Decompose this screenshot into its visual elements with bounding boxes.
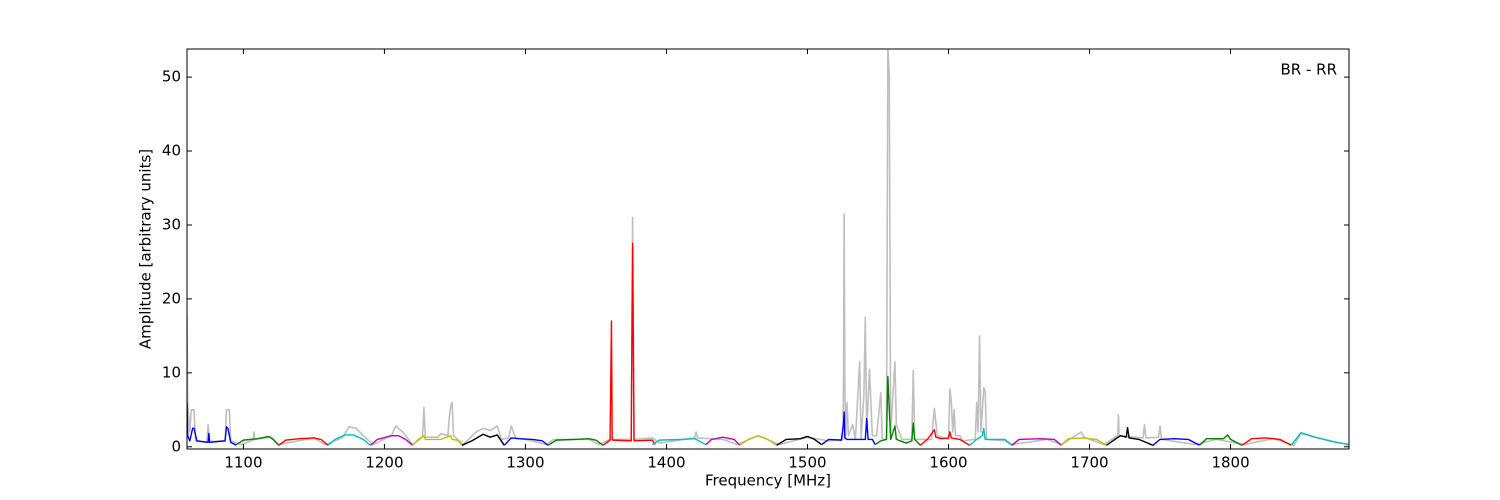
x-tick-label: 1100 — [224, 454, 262, 472]
spectrum-line — [187, 402, 237, 446]
y-tick-label: 0 — [171, 437, 181, 455]
y-tick-label: 50 — [162, 68, 181, 86]
x-tick-label: 1400 — [647, 454, 685, 472]
y-tick-label: 30 — [162, 215, 181, 233]
spectrum-line — [739, 434, 777, 446]
x-tick-label: 1800 — [1211, 454, 1249, 472]
spectrum-line — [821, 411, 876, 446]
y-tick-label: 40 — [162, 142, 181, 160]
spectrum-line — [187, 49, 1349, 447]
spectrum-line — [705, 436, 741, 446]
spectrum-line — [503, 437, 549, 446]
annotation: BR - RR — [1280, 61, 1337, 79]
spectrum-line — [1011, 437, 1062, 446]
spectrum-line — [278, 437, 329, 446]
spectrum-line — [369, 434, 414, 446]
spectrum-line — [776, 435, 823, 446]
x-tick-label: 1700 — [1070, 454, 1108, 472]
plot-lines — [187, 49, 1349, 447]
spectrum-line — [547, 437, 604, 446]
spectrum-line — [327, 434, 371, 446]
y-tick-label: 10 — [162, 363, 181, 381]
x-tick-label: 1600 — [929, 454, 967, 472]
spectrum-line — [874, 375, 921, 446]
spectrum-line — [461, 433, 505, 446]
spectrum-line — [1241, 437, 1292, 446]
y-tick-label: 20 — [162, 289, 181, 307]
spectrum-line — [919, 429, 971, 446]
spectrum-line — [1152, 437, 1200, 446]
plot-frame — [186, 48, 1350, 450]
spectrum-line — [602, 242, 656, 446]
spectrum-line — [235, 435, 280, 446]
spectrum-line — [1060, 437, 1107, 446]
spectrum-line — [651, 437, 707, 446]
y-axis-label: Amplitude [arbitrary units] — [137, 149, 155, 349]
spectrum-line — [412, 434, 463, 446]
spectrum-line — [969, 427, 1013, 446]
x-tick-label: 1500 — [788, 454, 826, 472]
x-axis-label: Frequency [MHz] — [705, 472, 831, 490]
spectrum-line — [1199, 434, 1243, 446]
x-tick-label: 1200 — [365, 454, 403, 472]
spectrum-line — [1106, 426, 1154, 446]
spectrum-line — [1290, 432, 1349, 446]
x-tick-label: 1300 — [506, 454, 544, 472]
